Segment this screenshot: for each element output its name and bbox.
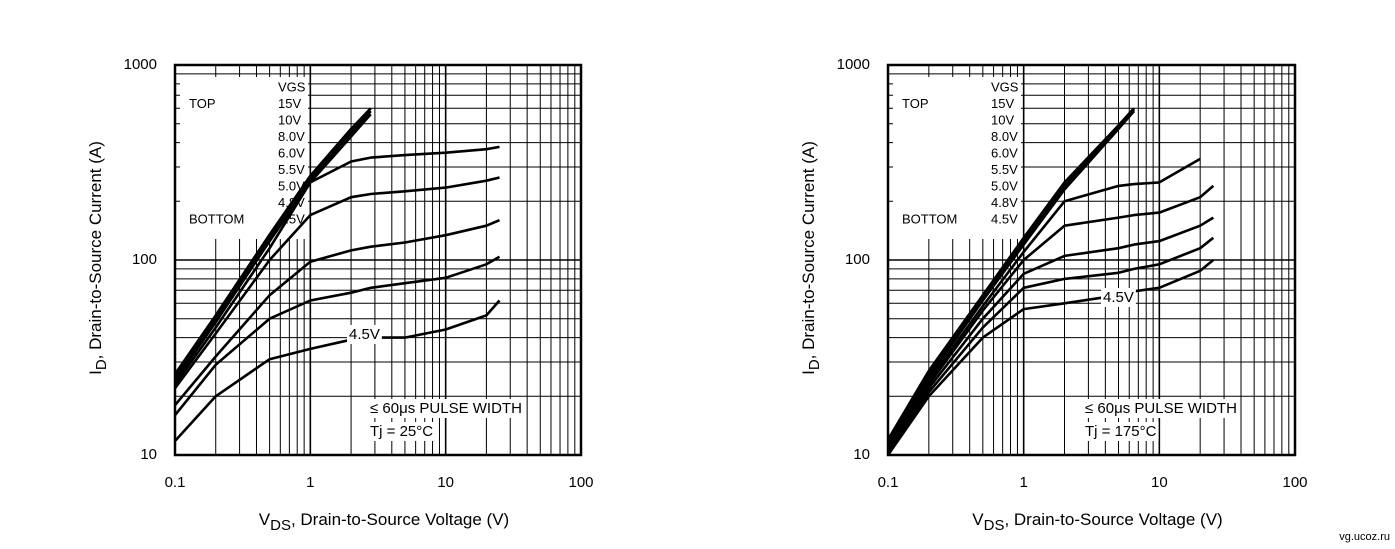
x-axis-label-part: V <box>972 510 984 529</box>
y-tick-label: 100 <box>132 251 157 268</box>
y-tick-label: 1000 <box>837 56 870 73</box>
series-line <box>173 107 372 375</box>
annotation-bg <box>1101 287 1136 307</box>
watermark: vg.ucoz.ru <box>1339 531 1390 543</box>
legend-top: TOP <box>189 96 216 111</box>
legend-label: 6.0V <box>991 145 1018 160</box>
x-axis-label-part: DS <box>270 517 291 534</box>
series-line <box>886 236 1215 456</box>
y-tick-label: 10 <box>853 446 870 463</box>
series-line <box>886 110 1135 448</box>
y-tick-label: 100 <box>845 251 870 268</box>
legend-top: TOP <box>902 96 929 111</box>
series-line <box>886 184 1215 448</box>
annotation: ≤ 60μs PULSE WIDTH <box>370 400 522 417</box>
x-tick-label: 1 <box>306 474 314 491</box>
annotation-bg <box>368 421 436 441</box>
annotation: ≤ 60μs PULSE WIDTH <box>1085 400 1237 417</box>
annotation: Tj = 175°C <box>1085 423 1157 440</box>
y-tick-label: 10 <box>140 446 157 463</box>
legend-label: 5.5V <box>991 162 1018 177</box>
y-axis-label: ID, Drain-to-Source Current (A) <box>799 141 822 375</box>
series-line <box>173 176 500 389</box>
legend-bottom: BOTTOM <box>189 211 244 226</box>
x-axis-label: VDS, Drain-to-Source Voltage (V) <box>259 510 509 533</box>
legend-box <box>893 77 1021 239</box>
series-line <box>173 145 500 386</box>
y-axis-label-part: I <box>86 370 105 375</box>
y-axis-label: ID, Drain-to-Source Current (A) <box>86 141 109 375</box>
plot-border <box>886 63 1297 457</box>
legend-label: 8.0V <box>991 129 1018 144</box>
x-tick-label: 10 <box>1151 474 1168 491</box>
annotation: Tj = 25°C <box>370 423 433 440</box>
y-axis-label-part: , Drain-to-Source Current (A) <box>799 141 818 359</box>
series-line <box>173 255 501 417</box>
legend-label: 10V <box>278 112 301 127</box>
y-axis-label-part: D <box>93 359 110 370</box>
x-axis-label-part: DS <box>984 517 1005 534</box>
legend-label: 5.5V <box>278 162 305 177</box>
annotation-bg <box>1083 421 1159 441</box>
series-line <box>886 157 1201 448</box>
annotation-bg <box>347 324 382 344</box>
annotation-bg <box>368 398 524 418</box>
annotation: 4.5V <box>349 326 380 343</box>
legend-label: 15V <box>991 96 1014 111</box>
y-axis-label-part: , Drain-to-Source Current (A) <box>86 141 105 359</box>
x-tick-label: 0.1 <box>878 474 899 491</box>
annotation: 4.5V <box>1103 289 1134 306</box>
legend-label: 15V <box>278 96 301 111</box>
legend-label: 8.0V <box>278 129 305 144</box>
y-axis-label-part: D <box>806 359 823 370</box>
legend-title: VGS <box>278 79 306 94</box>
legend-label: 10V <box>991 112 1014 127</box>
x-tick-label: 100 <box>568 474 593 491</box>
series-line <box>173 113 372 382</box>
legend-label: 4.8V <box>991 195 1018 210</box>
y-tick-label: 1000 <box>124 56 157 73</box>
series-line <box>173 110 372 379</box>
annotation-bg <box>1083 398 1239 418</box>
plot-border <box>173 63 583 457</box>
x-tick-label: 10 <box>437 474 454 491</box>
x-axis-label-part: , Drain-to-Source Voltage (V) <box>1004 510 1222 529</box>
series-line <box>886 216 1214 452</box>
x-axis-label-part: , Drain-to-Source Voltage (V) <box>291 510 509 529</box>
legend-label: 5.0V <box>991 178 1018 193</box>
series-line <box>174 219 501 407</box>
x-axis-label-part: V <box>259 510 271 529</box>
legend-title: VGS <box>991 79 1019 94</box>
x-tick-label: 100 <box>1282 474 1307 491</box>
x-axis-label: VDS, Drain-to-Source Voltage (V) <box>972 510 1222 533</box>
series-line <box>886 258 1215 456</box>
x-tick-label: 0.1 <box>165 474 186 491</box>
y-axis-label-part: I <box>799 370 818 375</box>
legend-bottom: BOTTOM <box>902 211 957 226</box>
legend-label: 6.0V <box>278 145 305 160</box>
x-tick-label: 1 <box>1019 474 1027 491</box>
legend-label: 4.5V <box>991 211 1018 226</box>
legend-label: 5.0V <box>278 178 305 193</box>
